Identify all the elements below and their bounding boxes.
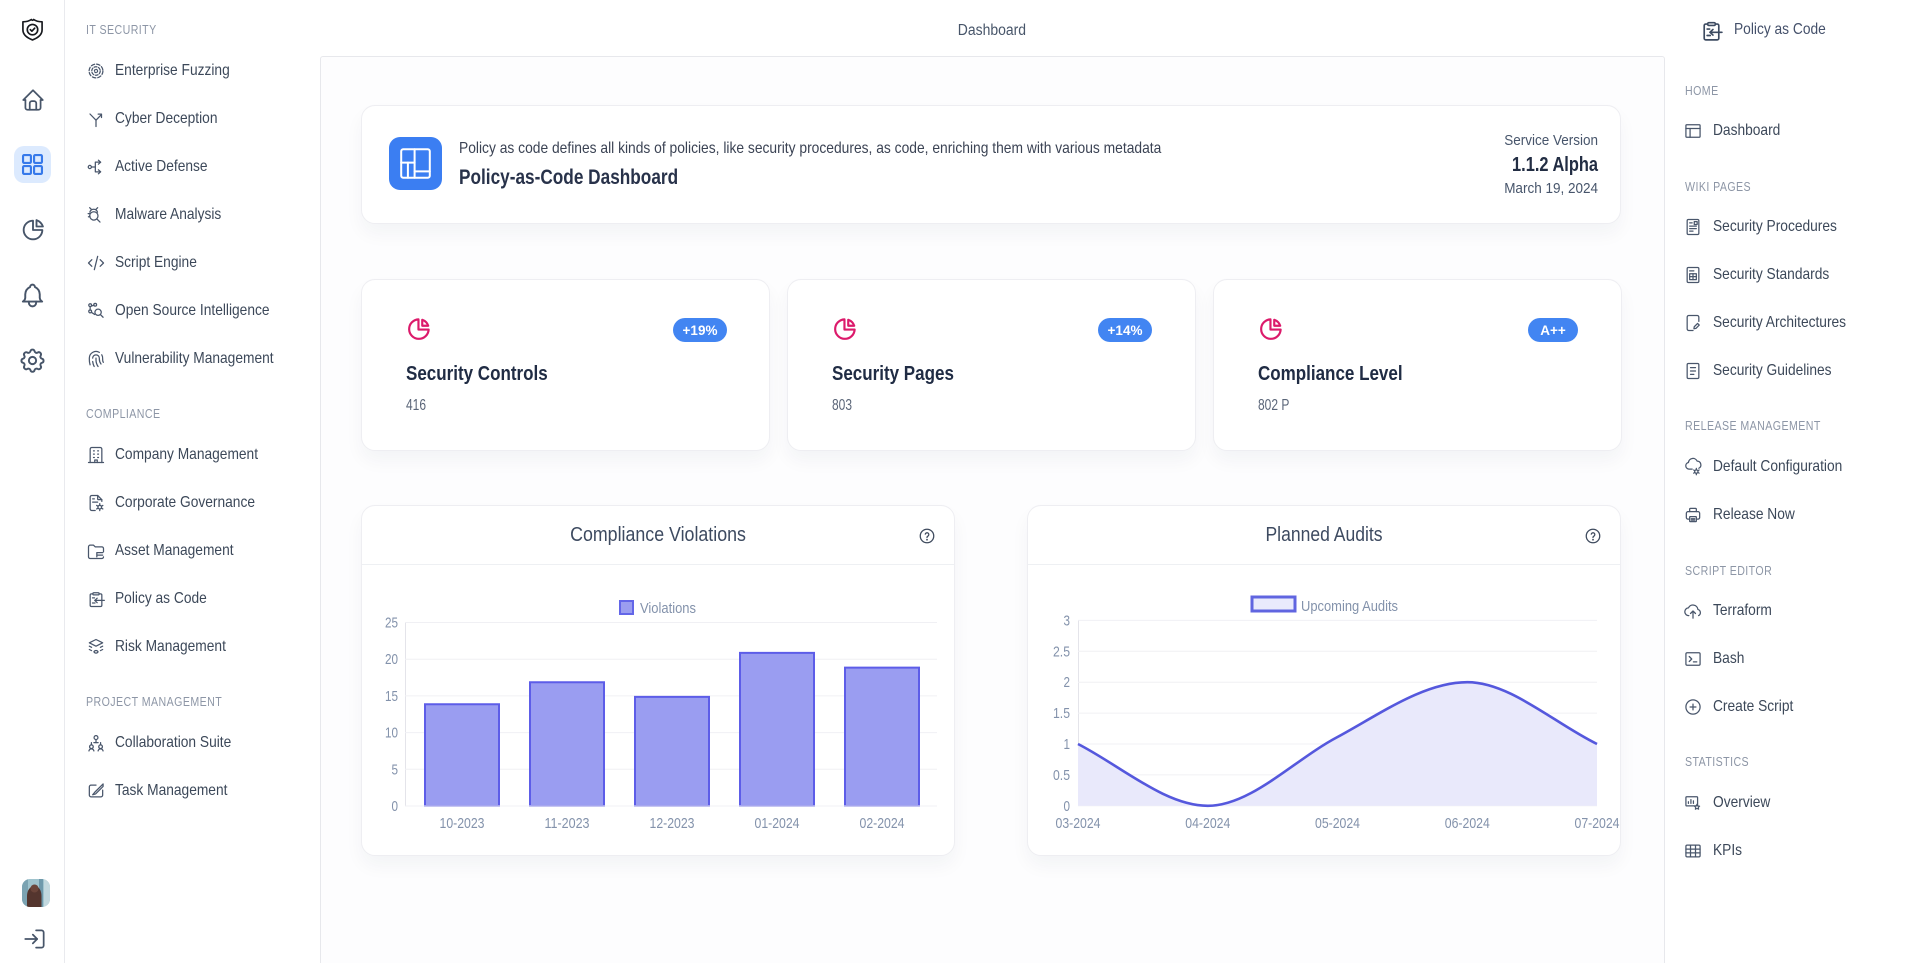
svg-text:1.5: 1.5 <box>1053 705 1070 722</box>
svg-text:04-2024: 04-2024 <box>1185 815 1230 832</box>
svg-text:0: 0 <box>1064 798 1071 815</box>
svg-text:02-2024: 02-2024 <box>860 815 905 832</box>
svg-text:05-2024: 05-2024 <box>1315 815 1360 832</box>
svg-text:5: 5 <box>392 761 399 778</box>
svg-text:0.5: 0.5 <box>1053 767 1070 784</box>
svg-text:10-2023: 10-2023 <box>440 815 485 832</box>
svg-text:12-2023: 12-2023 <box>650 815 695 832</box>
svg-text:20: 20 <box>385 651 398 668</box>
svg-text:Violations: Violations <box>640 600 696 617</box>
svg-text:01-2024: 01-2024 <box>755 815 800 832</box>
svg-text:2: 2 <box>1064 674 1071 691</box>
svg-text:Upcoming Audits: Upcoming Audits <box>1301 598 1398 615</box>
svg-text:11-2023: 11-2023 <box>545 815 590 832</box>
svg-text:25: 25 <box>385 615 398 632</box>
svg-text:03-2024: 03-2024 <box>1056 815 1101 832</box>
svg-text:2.5: 2.5 <box>1053 643 1070 660</box>
svg-text:15: 15 <box>385 688 398 705</box>
svg-text:07-2024: 07-2024 <box>1575 815 1620 832</box>
svg-text:3: 3 <box>1064 612 1071 629</box>
svg-text:0: 0 <box>392 798 399 815</box>
svg-text:1: 1 <box>1064 736 1071 753</box>
svg-text:10: 10 <box>385 725 398 742</box>
svg-text:06-2024: 06-2024 <box>1445 815 1490 832</box>
